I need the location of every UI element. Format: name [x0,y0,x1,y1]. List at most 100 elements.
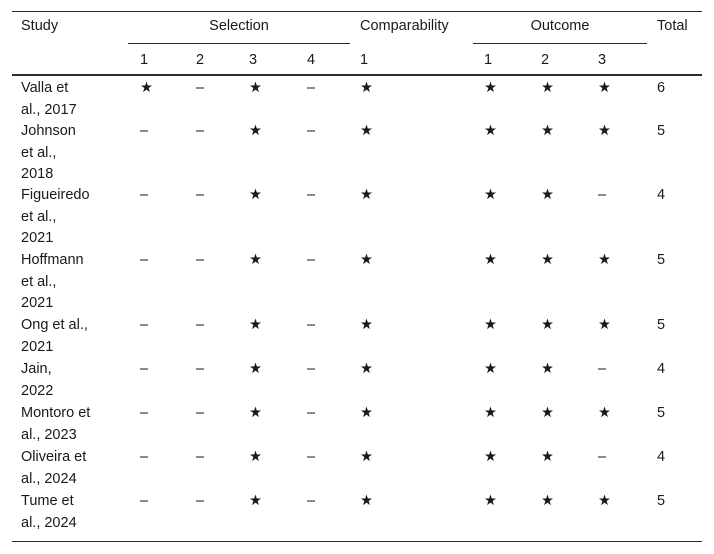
comparability-1-score: ★ [360,252,373,268]
outcome-3-score: ★ [598,317,611,333]
selection-3-score: ★ [249,80,262,96]
outcome-2-score: ★ [541,123,554,139]
selection-2-score: – [196,123,205,139]
total-score: 4 [657,449,666,465]
comparability-1-score: ★ [360,187,373,203]
selection-1-score: – [140,361,149,377]
study-name-line: al., 2017 [21,101,77,118]
header-comparability: Comparability [360,18,449,34]
selection-3-score: ★ [249,405,262,421]
outcome-1-score: ★ [484,405,497,421]
outcome-1-score: ★ [484,123,497,139]
header-selection: Selection [209,18,269,34]
subheader-outcome-3: 3 [598,52,607,68]
study-name-line: et al., [21,273,57,290]
outcome-1-score: ★ [484,252,497,268]
subheader-selection-2: 2 [196,52,205,68]
outcome-1-score: ★ [484,361,497,377]
selection-2-score: – [196,80,205,96]
outcome-2-score: ★ [541,361,554,377]
selection-group-rule [128,43,350,44]
selection-2-score: – [196,252,205,268]
selection-4-score: – [307,123,316,139]
study-name-line: Ong et al., [21,317,88,333]
total-score: 5 [657,252,666,268]
outcome-2-score: ★ [541,80,554,96]
selection-2-score: – [196,405,205,421]
outcome-2-score: ★ [541,252,554,268]
selection-1-score: – [140,187,149,203]
study-name-line: 2018 [21,166,54,182]
selection-4-score: – [307,317,316,333]
study-name-line: 2021 [21,338,54,355]
selection-3-score: ★ [249,449,262,465]
study-name-line: al., 2023 [21,426,77,443]
selection-4-score: – [307,187,316,203]
selection-3-score: ★ [249,123,262,139]
study-name-line: 2021 [21,230,54,246]
study-name-line: Hoffmann [21,252,84,268]
outcome-3-score: ★ [598,123,611,139]
outcome-3-score: – [598,187,607,203]
study-name-line: al., 2024 [21,514,77,531]
table-bottom-rule [12,541,702,542]
outcome-1-score: ★ [484,449,497,465]
selection-3-score: ★ [249,493,262,509]
table-top-rule [12,11,702,12]
selection-3-score: ★ [249,361,262,377]
subheader-outcome-2: 2 [541,52,550,68]
subheader-selection-3: 3 [249,52,258,68]
outcome-1-score: ★ [484,317,497,333]
outcome-2-score: ★ [541,405,554,421]
selection-2-score: – [196,449,205,465]
outcome-3-score: ★ [598,493,611,509]
selection-3-score: ★ [249,317,262,333]
total-score: 5 [657,123,666,139]
comparability-1-score: ★ [360,493,373,509]
outcome-2-score: ★ [541,317,554,333]
study-name-line: Montoro et [21,405,91,421]
outcome-3-score: – [598,449,607,465]
selection-4-score: – [307,252,316,268]
header-outcome: Outcome [530,18,590,34]
selection-4-score: – [307,493,316,509]
comparability-1-score: ★ [360,123,373,139]
subheader-selection-4: 4 [307,52,316,68]
selection-4-score: – [307,449,316,465]
comparability-1-score: ★ [360,405,373,421]
study-name-line: Oliveira et [21,449,87,465]
selection-2-score: – [196,187,205,203]
selection-1-score: – [140,405,149,421]
selection-1-score: ★ [140,80,153,96]
total-score: 4 [657,187,666,203]
total-score: 5 [657,405,666,421]
comparability-1-score: ★ [360,361,373,377]
header-bottom-rule [12,74,702,76]
comparability-1-score: ★ [360,80,373,96]
outcome-group-rule [473,43,647,44]
outcome-3-score: – [598,361,607,377]
selection-1-score: – [140,123,149,139]
selection-2-score: – [196,317,205,333]
study-name-line: Jain, [21,361,52,377]
study-name-line: 2021 [21,295,54,311]
comparability-1-score: ★ [360,317,373,333]
comparability-1-score: ★ [360,449,373,465]
selection-2-score: – [196,361,205,377]
total-score: 5 [657,317,666,333]
header-study: Study [21,18,59,34]
outcome-2-score: ★ [541,493,554,509]
study-name-line: Tume et [21,493,74,509]
outcome-1-score: ★ [484,493,497,509]
study-name-line: et al., [21,144,57,161]
selection-1-score: – [140,317,149,333]
selection-2-score: – [196,493,205,509]
study-name-line: 2022 [21,382,54,399]
study-name-line: Valla et [21,80,69,96]
outcome-1-score: ★ [484,187,497,203]
study-name-line: Figueiredo [21,187,90,203]
subheader-selection-1: 1 [140,52,149,68]
total-score: 5 [657,493,666,509]
outcome-3-score: ★ [598,405,611,421]
selection-1-score: – [140,449,149,465]
